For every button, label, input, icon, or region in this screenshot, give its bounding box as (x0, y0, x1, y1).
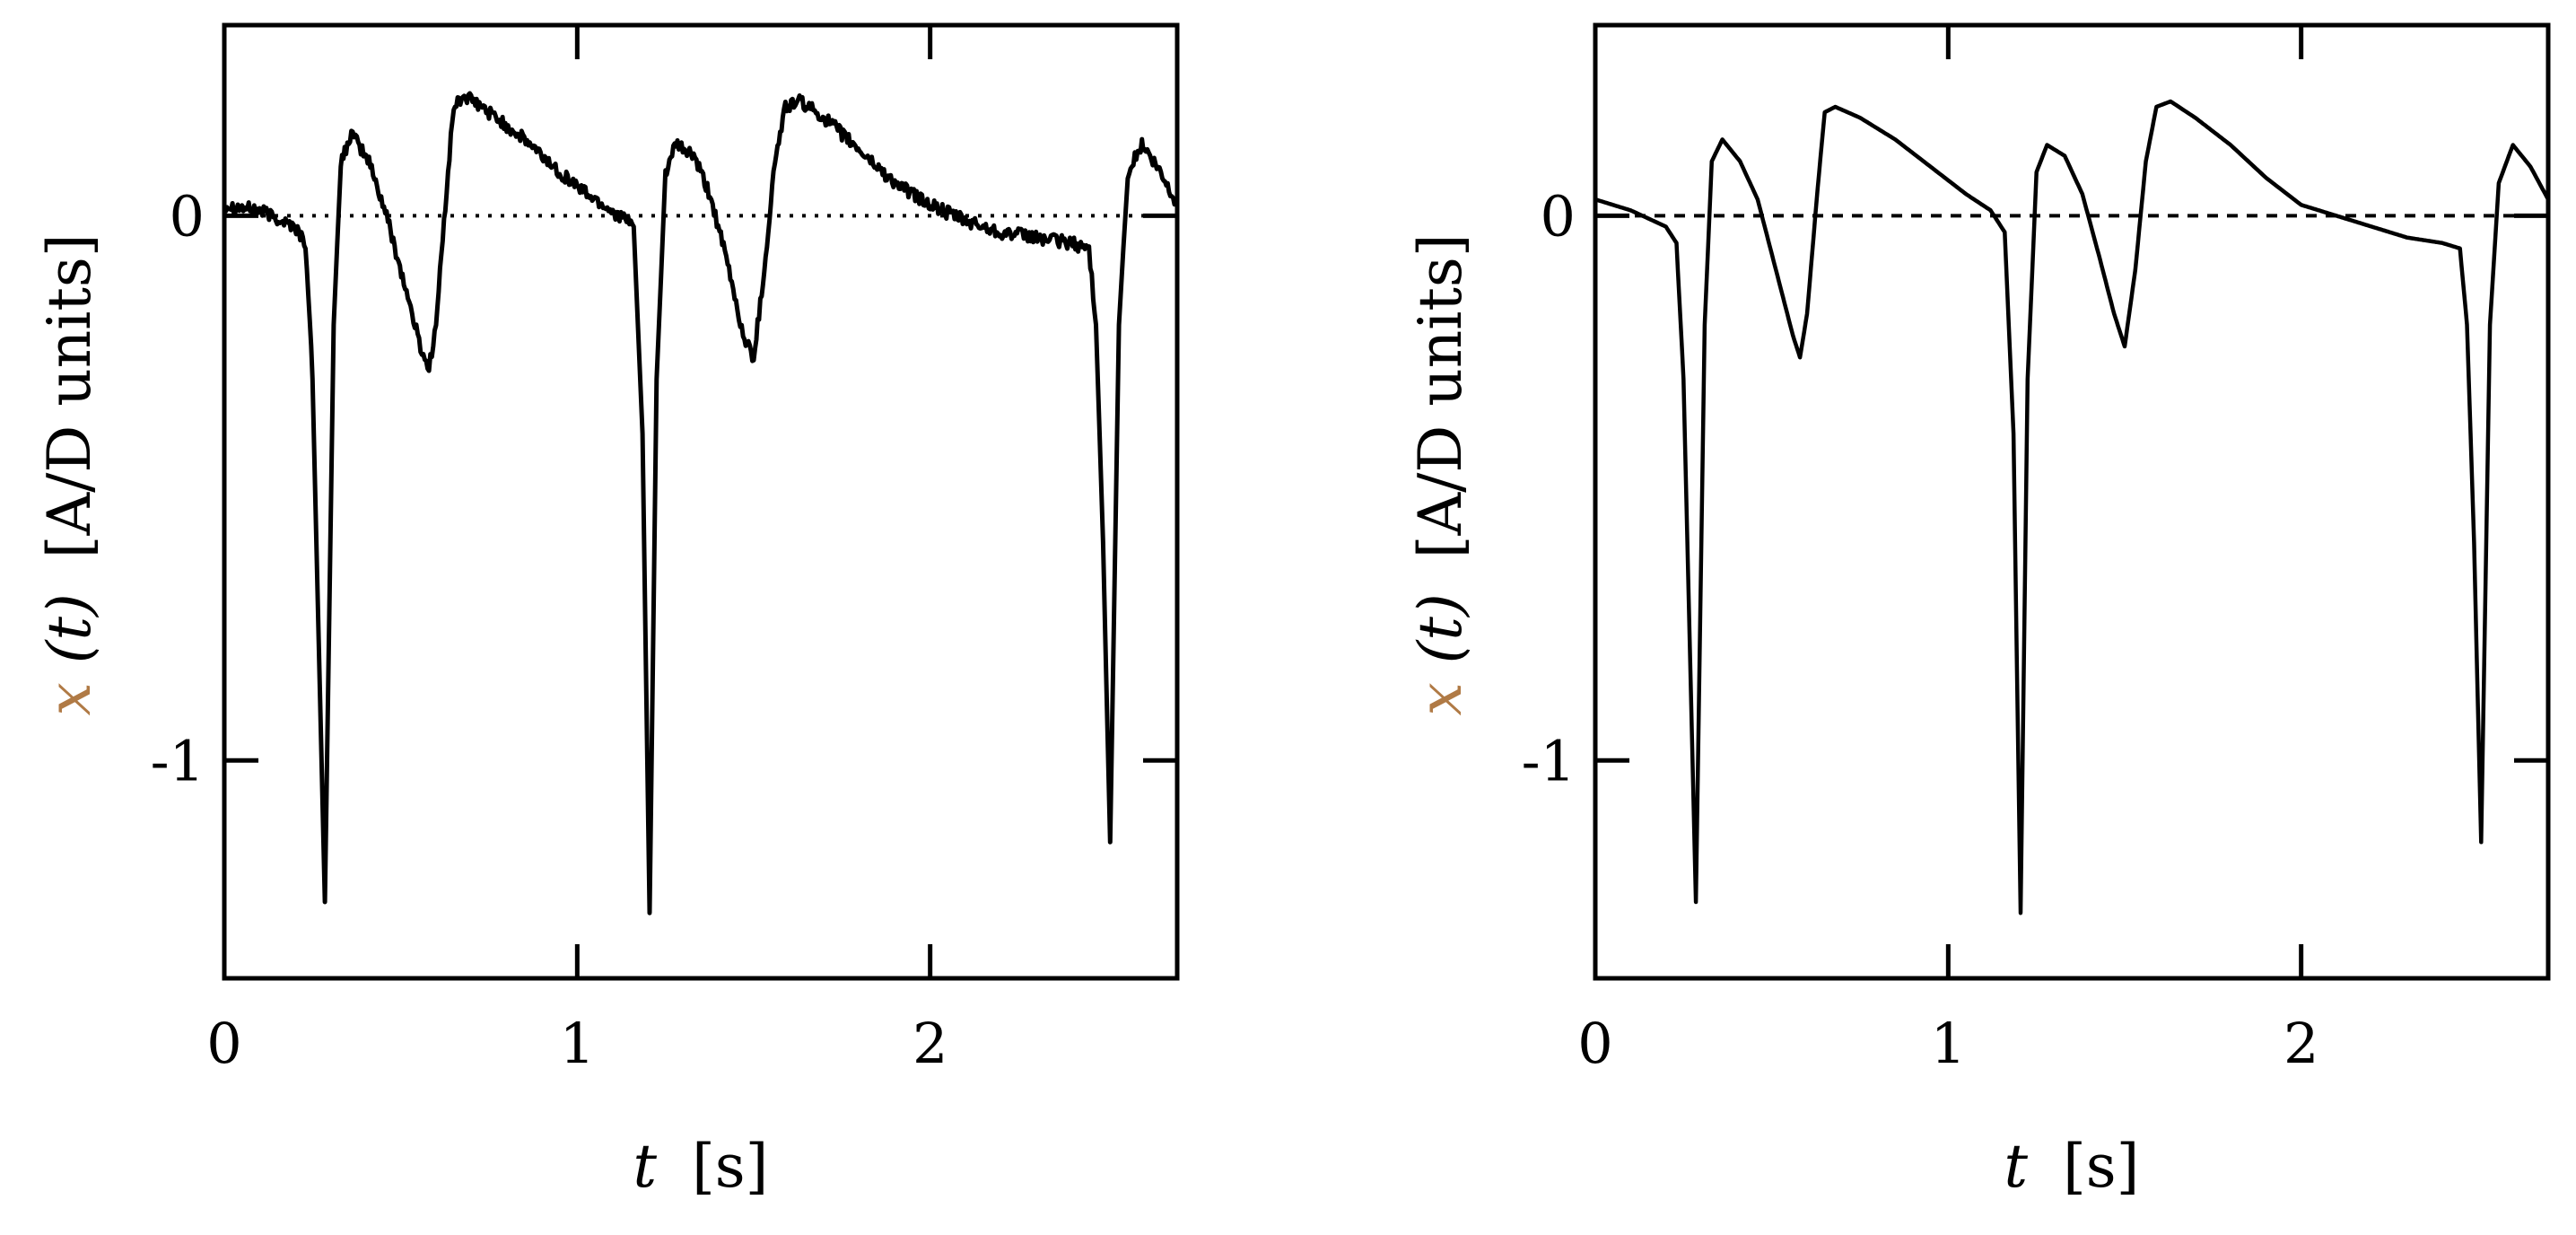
left-y-tick-label-0: 0 (170, 183, 205, 249)
right-y-tick-label-1: -1 (1522, 728, 1576, 793)
left-x-axis-label: t [s] (633, 1132, 769, 1201)
right-x-tick-label-2: 2 (2283, 1011, 2318, 1076)
right-signal-trace (1593, 99, 2551, 915)
right-x-axis-var: t (2004, 1132, 2029, 1201)
right-x-tick-label-1: 1 (1931, 1011, 1966, 1076)
right-y-axis-unit: [A/D units] (1406, 233, 1475, 558)
left-y-tick-label-1: -1 (151, 728, 205, 793)
left-signal-trace (222, 91, 1180, 915)
right-x-tick-label-0: 0 (1577, 1011, 1612, 1076)
right-y-axis-label: x (t) [A/D units] (1406, 233, 1475, 715)
right-y-axis-arg: (t) (1406, 593, 1475, 663)
left-y-axis-var: x (35, 682, 104, 715)
left-x-tick-label-0: 0 (206, 1011, 241, 1076)
left-x-axis-var: t (633, 1132, 658, 1201)
left-y-axis-label: x (t) [A/D units] (35, 233, 104, 715)
left-x-tick-label-2: 2 (913, 1011, 947, 1076)
right-panel: 0 1 2 0 -1 t [s] x (t) [A/D units] (1406, 22, 2551, 1201)
right-x-axis-unit: [s] (2063, 1132, 2139, 1201)
left-panel: 0 1 2 0 -1 t [s] x (t) [A/D units] (35, 22, 1180, 1201)
left-plot-frame (222, 22, 1180, 981)
right-plot-frame (1593, 22, 2551, 981)
right-y-tick-label-0: 0 (1541, 183, 1576, 249)
right-x-axis-label: t [s] (2004, 1132, 2140, 1201)
left-y-axis-unit: [A/D units] (35, 233, 104, 558)
left-x-tick-label-1: 1 (560, 1011, 595, 1076)
left-x-axis-unit: [s] (692, 1132, 768, 1201)
right-y-axis-var: x (1406, 682, 1475, 715)
left-y-axis-arg: (t) (35, 593, 104, 663)
